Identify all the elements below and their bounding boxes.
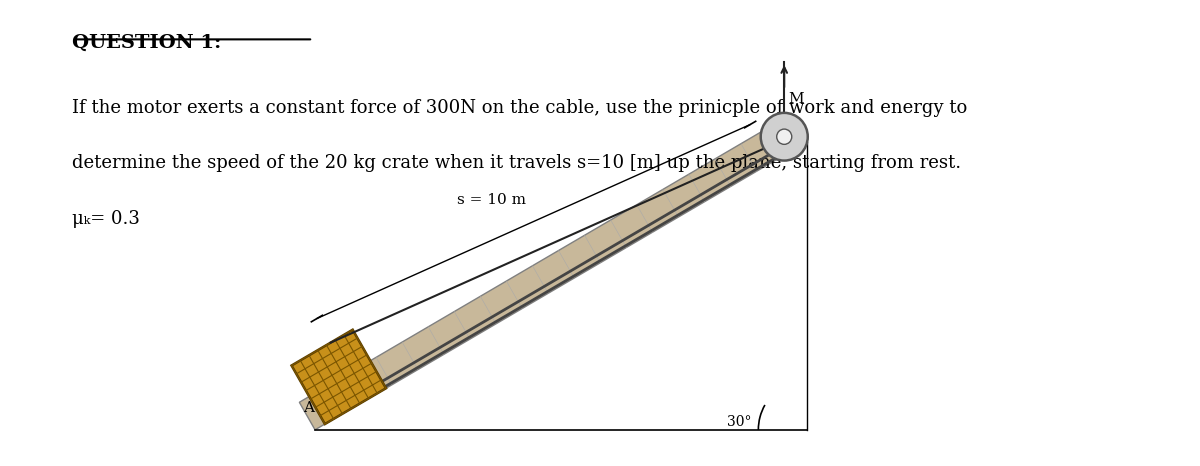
Text: QUESTION 1:: QUESTION 1:: [72, 34, 221, 52]
Text: M: M: [788, 92, 804, 106]
Text: If the motor exerts a constant force of 300N on the cable, use the prinicple of : If the motor exerts a constant force of …: [72, 99, 967, 116]
Polygon shape: [292, 330, 386, 424]
Polygon shape: [299, 114, 808, 430]
Text: 30°: 30°: [727, 415, 751, 429]
Text: determine the speed of the 20 kg crate when it travels s=10 [m] up the plane, st: determine the speed of the 20 kg crate w…: [72, 154, 961, 172]
Text: μₖ= 0.3: μₖ= 0.3: [72, 210, 140, 228]
Circle shape: [776, 129, 792, 144]
Circle shape: [761, 113, 808, 161]
Text: s = 10 m: s = 10 m: [457, 192, 527, 206]
Text: A: A: [304, 401, 314, 415]
